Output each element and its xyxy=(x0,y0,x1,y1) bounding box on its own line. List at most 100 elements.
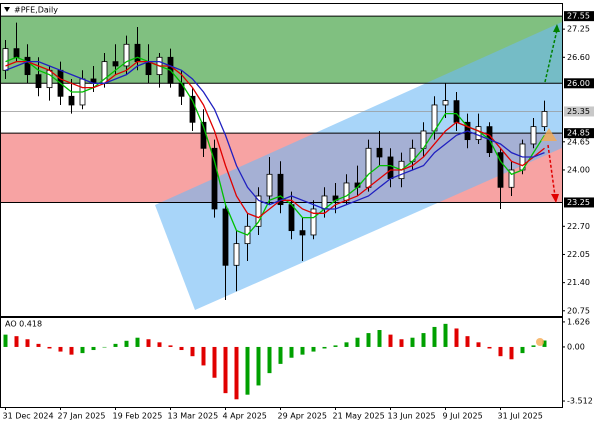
ao-bar xyxy=(289,346,294,358)
moving-average xyxy=(5,56,546,236)
ao-bar xyxy=(333,345,338,347)
candle-body xyxy=(288,204,295,232)
ao-bar xyxy=(399,339,404,347)
ao-bar xyxy=(520,346,525,354)
level-label: 26.00 xyxy=(567,79,590,88)
candle-body xyxy=(453,100,460,123)
x-tick-label: 31 Dec 2024 xyxy=(3,412,54,421)
candle-body xyxy=(387,156,394,180)
candle-body xyxy=(189,95,196,123)
level-box xyxy=(564,128,594,139)
ao-bar xyxy=(69,346,74,355)
ao-bar xyxy=(168,345,173,347)
candle-body xyxy=(541,111,548,128)
ao-bar xyxy=(47,346,52,349)
candle-body xyxy=(134,43,141,63)
ao-bar xyxy=(278,346,283,364)
ao-bar xyxy=(509,346,514,360)
ao-bar xyxy=(443,323,448,347)
ao-tick-label: 1.626 xyxy=(567,317,590,326)
ao-bar xyxy=(542,340,547,347)
ao-bar xyxy=(146,339,151,347)
ao-bar xyxy=(58,346,63,352)
ao-bar xyxy=(300,346,305,355)
y-tick-label: 20.75 xyxy=(567,306,590,315)
price-label: 25.35 xyxy=(567,107,590,116)
ao-bar xyxy=(322,346,327,349)
ao-bar xyxy=(344,342,349,347)
candle-body xyxy=(24,56,31,76)
ao-bar xyxy=(3,334,8,347)
ao-bar xyxy=(102,346,107,348)
ao-bar xyxy=(157,342,162,347)
chart-title: #PFE,Daily xyxy=(14,6,58,15)
ao-panel-frame xyxy=(0,317,563,408)
ao-bar xyxy=(223,346,228,394)
ao-bar xyxy=(454,328,459,347)
candle-body xyxy=(310,208,317,236)
candle-body xyxy=(376,147,383,158)
x-tick-label: 31 Jul 2025 xyxy=(498,412,543,421)
ao-bar xyxy=(377,330,382,347)
bull-arrow-head xyxy=(553,24,560,32)
ao-label: AO 0.418 xyxy=(5,320,42,329)
candle-body xyxy=(68,95,75,106)
ao-bar xyxy=(366,333,371,347)
ao-bar xyxy=(212,346,217,378)
ao-bar xyxy=(267,346,272,374)
candle-body xyxy=(530,126,537,145)
moving-average xyxy=(5,60,545,210)
title-icon xyxy=(4,7,10,12)
y-tick-label: 22.05 xyxy=(567,250,590,259)
ao-bar xyxy=(476,342,481,347)
ao-bar xyxy=(80,346,85,354)
ao-bar xyxy=(388,334,393,347)
candle-body xyxy=(35,74,42,89)
candle-body xyxy=(123,43,130,67)
candle-body xyxy=(211,147,218,210)
trend-channel xyxy=(155,22,562,310)
ao-bar xyxy=(245,346,250,395)
ao-bar xyxy=(421,333,426,347)
bear-arrow-head xyxy=(551,194,559,203)
ao-bar xyxy=(311,346,316,352)
ao-tick-label: 0.00 xyxy=(567,342,585,351)
x-tick-label: 13 Mar 2025 xyxy=(168,412,219,421)
candle-body xyxy=(2,48,9,71)
level-box xyxy=(564,78,594,89)
ao-bar xyxy=(179,346,184,351)
level-label: 27.55 xyxy=(567,12,590,21)
ao-marker xyxy=(536,338,544,346)
ao-bar xyxy=(465,336,470,347)
candle-body xyxy=(365,147,372,188)
ao-bar xyxy=(201,346,206,366)
level-label: 24.85 xyxy=(567,129,590,138)
candle-body xyxy=(233,243,240,266)
ao-bar xyxy=(531,345,536,347)
ao-tick-label: -3.512 xyxy=(567,397,593,406)
candle-body xyxy=(112,61,119,67)
ao-bar xyxy=(124,340,129,347)
ao-bar xyxy=(432,326,437,347)
ao-bar xyxy=(487,346,492,349)
ao-bar xyxy=(234,346,239,400)
bull-arrow xyxy=(544,29,558,83)
candle-body xyxy=(222,208,229,266)
price-box xyxy=(564,106,594,117)
ao-bar xyxy=(498,346,503,357)
ao-bar xyxy=(36,343,41,347)
main-panel-frame xyxy=(0,3,563,317)
y-tick-label: 27.25 xyxy=(567,25,590,34)
x-tick-label: 19 Feb 2025 xyxy=(113,412,163,421)
x-tick-label: 21 May 2025 xyxy=(333,412,385,421)
candle-body xyxy=(277,173,284,206)
target-marker xyxy=(541,128,557,141)
ao-bar xyxy=(113,343,118,347)
ao-bar xyxy=(135,337,140,347)
candle-body xyxy=(508,169,515,188)
candle-body xyxy=(497,152,504,188)
ao-bar xyxy=(355,337,360,347)
y-tick-label: 21.40 xyxy=(567,278,590,287)
x-tick-label: 9 Jul 2025 xyxy=(443,412,483,421)
